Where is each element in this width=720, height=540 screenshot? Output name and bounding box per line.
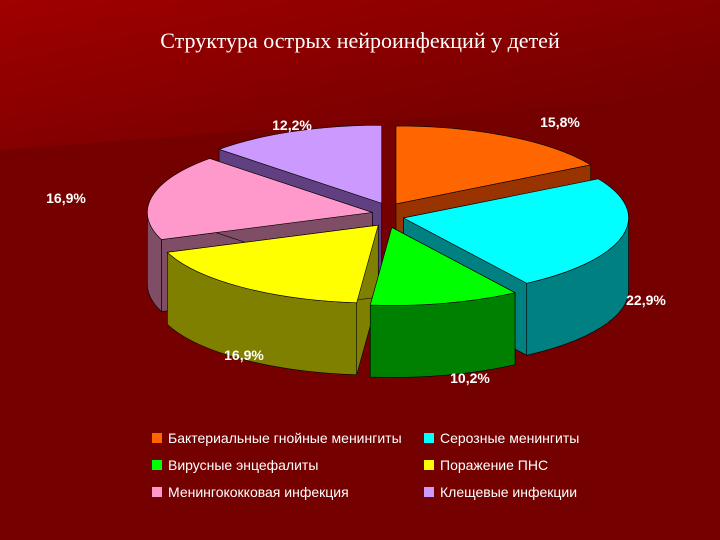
pie-slice-2: [402, 178, 629, 284]
legend-label: Клещевые инфекции: [440, 484, 578, 500]
legend-item: Менингококковая инфекция: [152, 482, 424, 502]
background-highlight: [0, 0, 720, 150]
legend-label: Вирусные энцефалиты: [168, 457, 319, 473]
pie-slice-4: [166, 224, 379, 304]
pie-slice-5: [147, 158, 373, 240]
legend-item: Вирусные энцефалиты: [152, 455, 424, 475]
data-label: 15,8%: [540, 114, 580, 130]
legend-label: Менингококковая инфекция: [168, 484, 349, 500]
legend-swatch: [152, 460, 162, 470]
legend-swatch: [152, 433, 162, 443]
legend-item: Клещевые инфекции: [424, 482, 612, 502]
slide-title: Структура острых нейроинфекций у детей: [160, 28, 560, 53]
data-label: 16,9%: [224, 347, 264, 363]
legend-label: Поражение ПНС: [440, 457, 549, 473]
legend-swatch: [424, 433, 434, 443]
legend-swatch: [152, 487, 162, 497]
pie-tops: [147, 124, 629, 306]
pie-slice-3: [369, 226, 516, 306]
data-label: 10,2%: [450, 370, 490, 386]
legend-swatch: [424, 487, 434, 497]
legend-item: Бактериальные гнойные менингиты: [152, 428, 424, 448]
data-label: 16,9%: [46, 190, 86, 206]
legend-swatch: [424, 460, 434, 470]
data-label: 12,2%: [272, 117, 312, 133]
pie-slice-1: [395, 125, 592, 205]
legend-item: Серозные менингиты: [424, 428, 612, 448]
chart-legend: Бактериальные гнойные менингиты Серозные…: [152, 428, 612, 502]
legend-label: Серозные менингиты: [440, 430, 580, 446]
legend-label: Бактериальные гнойные менингиты: [168, 430, 402, 446]
legend-item: Поражение ПНС: [424, 455, 612, 475]
pie-slice-6: [218, 124, 383, 204]
data-label: 22,9%: [626, 292, 666, 308]
